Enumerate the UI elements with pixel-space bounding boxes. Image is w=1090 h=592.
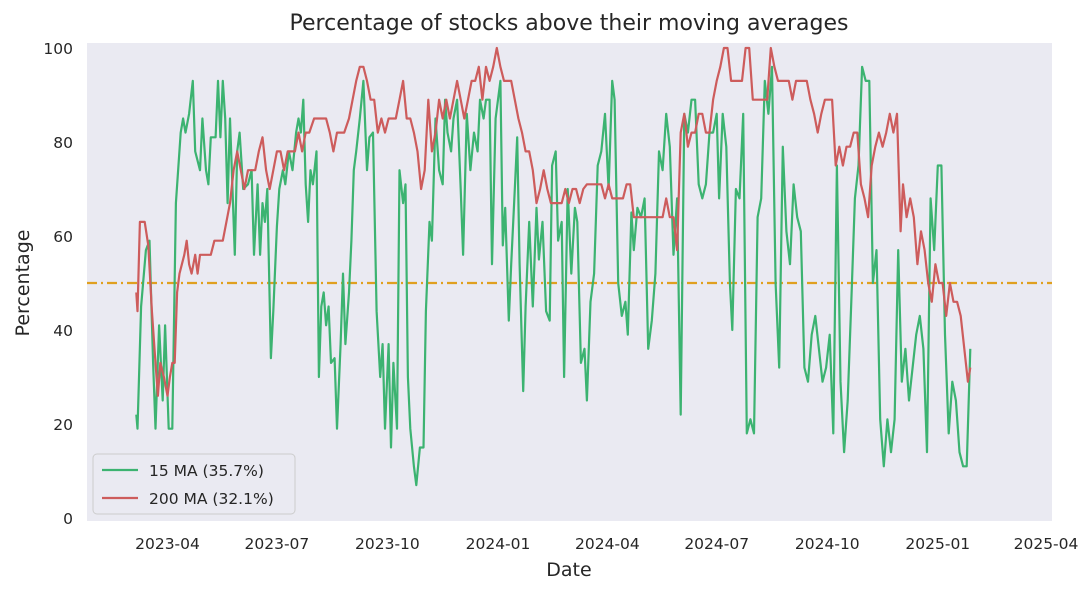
plot-content	[87, 46, 1052, 487]
x-tick-label: 2023-07	[245, 535, 310, 553]
legend: 15 MA (35.7%) 200 MA (32.1%)	[92, 453, 296, 515]
x-tick-label: 2024-10	[795, 535, 860, 553]
legend-box	[92, 453, 296, 515]
y-tick-label: 60	[53, 228, 73, 246]
y-tick-label: 40	[53, 322, 73, 340]
x-tick-label: 2023-04	[135, 535, 200, 553]
y-tick-label: 20	[53, 416, 73, 434]
x-tick-label: 2024-07	[684, 535, 749, 553]
x-axis-title: Date	[546, 559, 591, 581]
legend-label: 200 MA (32.1%)	[149, 490, 274, 508]
y-tick-label: 100	[43, 40, 73, 58]
series-line-200ma	[135, 46, 972, 397]
x-tick-label: 2025-01	[905, 535, 970, 553]
y-tick-label: 0	[63, 510, 73, 528]
x-axis: 2023-04 2023-07 2023-10 2024-01 2024-04 2024-…	[135, 535, 1078, 553]
x-tick-label: 2024-01	[466, 535, 531, 553]
legend-label: 15 MA (35.7%)	[149, 462, 264, 480]
y-axis-title: Percentage	[12, 230, 34, 337]
y-axis: 0 20 40 60 80 100	[43, 40, 73, 528]
series-line-15ma	[135, 65, 972, 487]
x-tick-label: 2025-04	[1014, 535, 1079, 553]
x-tick-label: 2023-10	[355, 535, 420, 553]
y-tick-label: 80	[53, 134, 73, 152]
chart-title: Percentage of stocks above their moving …	[290, 11, 849, 36]
x-tick-label: 2024-04	[575, 535, 640, 553]
